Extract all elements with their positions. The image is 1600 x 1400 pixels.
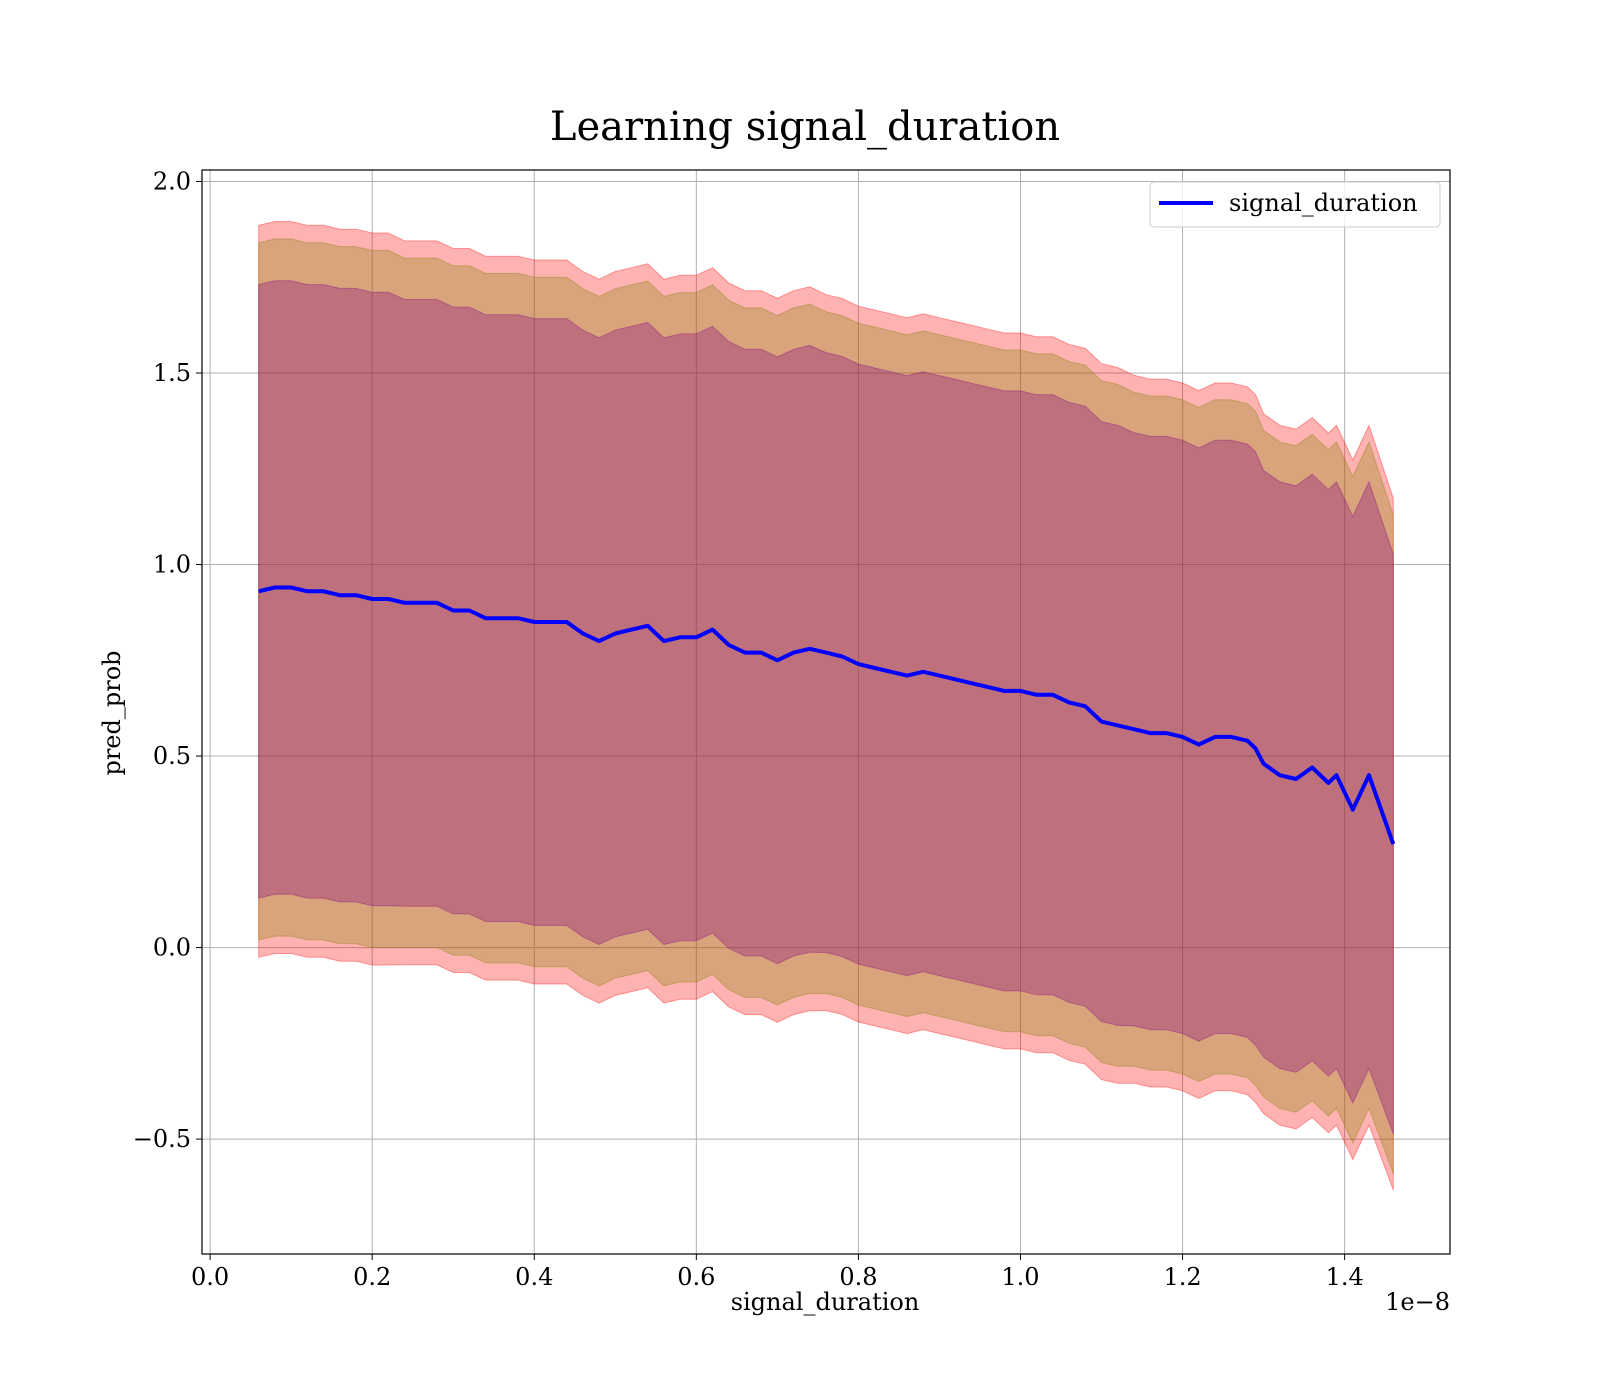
legend: signal_duration	[1149, 181, 1441, 228]
axes-frame	[201, 169, 1451, 1255]
x-tick-label: 1.0	[1001, 1263, 1039, 1291]
legend-label: signal_duration	[1229, 189, 1418, 217]
y-tick-label: 0.5	[153, 742, 191, 770]
x-tick-label: 0.0	[191, 1263, 229, 1291]
band-outer	[258, 221, 1394, 1191]
legend-frame	[1149, 181, 1441, 228]
x-tick-label: 0.4	[515, 1263, 553, 1291]
x-tick-label: 1.2	[1163, 1263, 1201, 1291]
series-line-signal-duration	[258, 585, 1396, 845]
plot-area: 0.0 0.2 0.4 0.6 0.8 1.0 1.2 1.4 −0.5 0.0 0.5 1.0 1.5…	[133, 167, 1451, 1291]
y-tick-label: 1.5	[153, 359, 191, 387]
band-middle	[258, 238, 1394, 1174]
y-tick-label: 1.0	[153, 551, 191, 579]
band-inner	[258, 280, 1394, 1135]
x-axis-label: signal_duration	[731, 1288, 920, 1316]
x-tick-label: 0.6	[677, 1263, 715, 1291]
x-tick-label: 0.8	[839, 1263, 877, 1291]
x-offset-text: 1e−8	[1385, 1288, 1450, 1316]
y-tick-label: −0.5	[133, 1125, 191, 1153]
chart-title: Learning signal_duration	[550, 104, 1060, 150]
y-tick-label: 0.0	[153, 934, 191, 962]
x-tick-label: 1.4	[1326, 1263, 1364, 1291]
y-axis-label: pred_prob	[98, 650, 126, 775]
x-tick-label: 0.2	[353, 1263, 391, 1291]
y-tick-label: 2.0	[153, 167, 191, 195]
